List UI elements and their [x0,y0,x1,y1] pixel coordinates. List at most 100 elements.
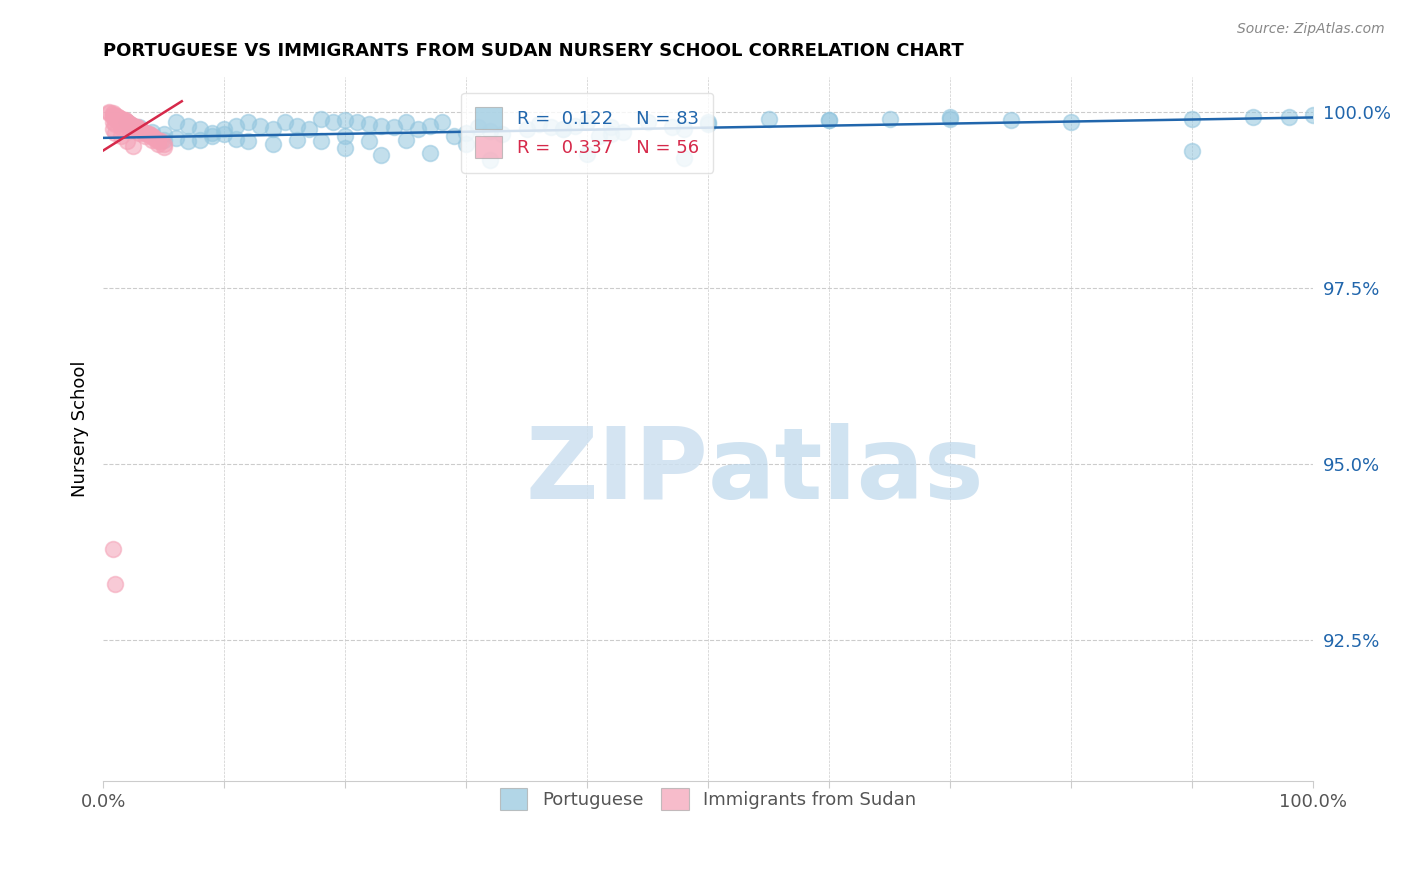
Point [107,111,129,125]
Text: ZIP: ZIP [526,423,709,519]
Point [165,131,187,145]
Point [419,119,441,133]
Point [122,119,145,133]
Legend: Portuguese, Immigrants from Sudan: Portuguese, Immigrants from Sudan [486,774,931,825]
Point [298,122,321,136]
Point [146,133,169,147]
Point [104,576,127,591]
Point [141,133,163,147]
Point [395,115,418,129]
Point [540,120,562,135]
Point [491,128,513,142]
Point [131,124,153,138]
Point [879,112,901,126]
Point [576,147,599,161]
Point [107,110,129,124]
Point [188,122,211,136]
Point [939,112,962,126]
Point [370,148,392,162]
Point [134,129,156,144]
Point [117,115,139,129]
Point [128,122,150,136]
Point [467,120,489,135]
Point [346,115,368,129]
Point [122,119,145,133]
Point [104,126,127,140]
Point [114,118,136,132]
Point [128,120,150,135]
Point [201,129,224,144]
Point [1181,144,1204,158]
Point [101,122,124,136]
Point [212,128,235,142]
Point [564,119,586,133]
Point [125,120,148,135]
Point [128,122,150,136]
Point [104,118,127,132]
Point [456,126,478,140]
Point [600,128,623,142]
Point [125,120,148,135]
Text: PORTUGUESE VS IMMIGRANTS FROM SUDAN NURSERY SCHOOL CORRELATION CHART: PORTUGUESE VS IMMIGRANTS FROM SUDAN NURS… [103,42,965,60]
Point [1181,112,1204,126]
Point [697,118,720,132]
Point [939,111,962,125]
Point [128,126,150,140]
Point [138,128,160,142]
Point [131,124,153,138]
Point [122,138,145,153]
Point [430,115,453,129]
Point [98,106,121,120]
Point [110,115,132,129]
Point [382,120,405,135]
Point [146,136,169,151]
Point [322,115,344,129]
Point [110,120,132,135]
Point [588,129,610,144]
Point [527,118,550,132]
Point [225,131,247,145]
Point [177,135,200,149]
Point [1060,115,1083,129]
Point [1000,113,1022,128]
Point [551,122,574,136]
Point [661,120,683,135]
Point [672,151,695,165]
Point [134,126,156,140]
Point [238,115,260,129]
Point [146,135,169,149]
Point [249,119,271,133]
Point [134,126,156,140]
Point [212,122,235,136]
Point [114,113,136,128]
Point [395,133,418,147]
Point [101,106,124,120]
Point [285,119,308,133]
Point [516,122,538,136]
Point [110,129,132,144]
Point [285,133,308,147]
Point [333,141,356,155]
Point [479,124,502,138]
Point [101,115,124,129]
Point [551,122,574,136]
Point [141,129,163,144]
Point [1241,111,1264,125]
Point [576,115,599,129]
Point [114,113,136,128]
Point [104,112,127,126]
Point [419,145,441,160]
Point [110,112,132,126]
Point [138,128,160,142]
Point [309,112,332,126]
Point [152,136,174,151]
Point [443,129,465,144]
Point [101,541,124,556]
Point [122,119,145,133]
Point [98,104,121,119]
Point [262,136,284,151]
Point [406,122,429,136]
Point [359,118,381,132]
Y-axis label: Nursery School: Nursery School [72,360,89,497]
Point [107,113,129,128]
